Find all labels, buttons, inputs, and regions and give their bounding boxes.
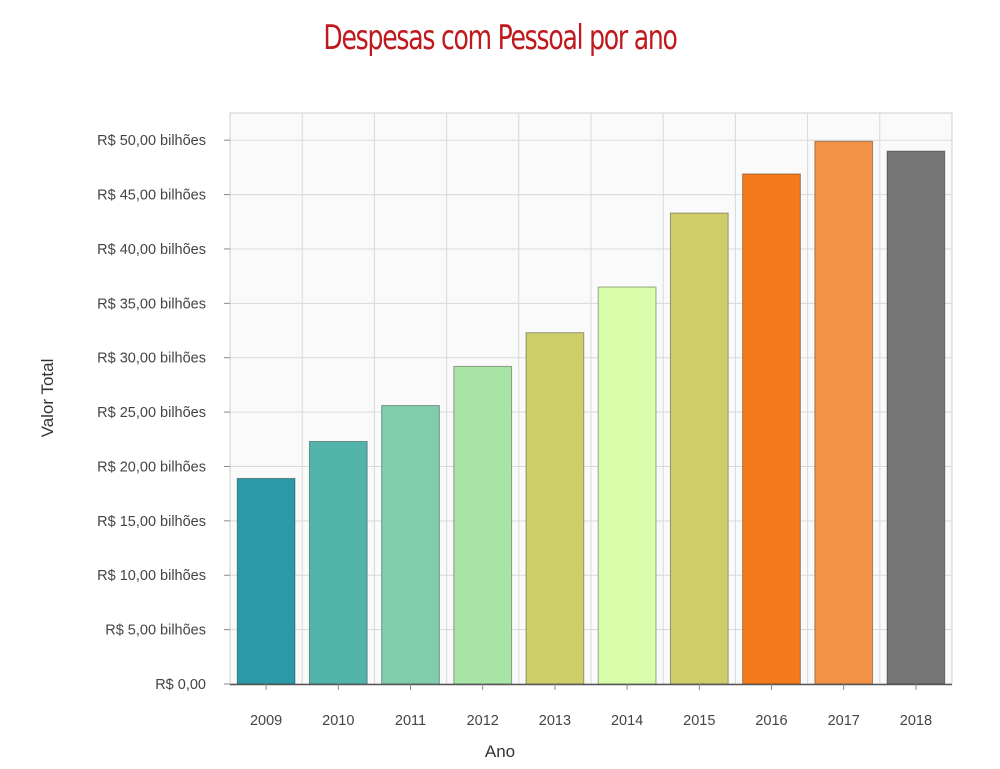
y-tick-label: R$ 35,00 bilhões — [97, 296, 206, 312]
x-tick-label-2015: 2015 — [683, 713, 715, 729]
bar-2016[interactable] — [742, 173, 801, 685]
bar-2010[interactable] — [308, 440, 368, 685]
bar-2015[interactable] — [669, 212, 729, 685]
y-axis-title: Valor Total — [38, 359, 57, 438]
x-tick-label-2011: 2011 — [395, 713, 426, 729]
y-tick-label: R$ 20,00 bilhões — [97, 459, 206, 475]
x-tick-label-2017: 2017 — [828, 713, 860, 729]
x-tick-label-2012: 2012 — [467, 713, 499, 729]
y-tick-label: R$ 5,00 bilhões — [105, 623, 206, 639]
bar-2012[interactable] — [453, 365, 513, 685]
y-tick-label: R$ 50,00 bilhões — [97, 133, 206, 149]
x-axis-title: Ano — [485, 742, 515, 761]
x-tick-label-2009: 2009 — [250, 713, 282, 729]
bar-2017[interactable] — [814, 140, 874, 685]
bars — [236, 140, 946, 685]
x-tick-label-2010: 2010 — [322, 713, 354, 729]
bar-2009[interactable] — [236, 477, 296, 685]
y-tick-label: R$ 40,00 bilhões — [97, 242, 206, 258]
bar-2018[interactable] — [886, 150, 946, 685]
y-tick-label: R$ 15,00 bilhões — [97, 514, 206, 530]
y-tick-label: R$ 25,00 bilhões — [97, 405, 206, 421]
y-axis-ticks: R$ 0,00 R$ 5,00 bilhões R$ 10,00 bilhões R$… — [97, 133, 230, 693]
bar-2014[interactable] — [597, 286, 657, 685]
x-tick-label-2013: 2013 — [539, 713, 571, 729]
x-tick-label-2014: 2014 — [611, 713, 643, 729]
y-tick-label: R$ 10,00 bilhões — [97, 568, 206, 584]
x-tick-label-2016: 2016 — [755, 713, 787, 729]
bar-2011[interactable] — [381, 405, 440, 685]
y-tick-label: R$ 0,00 — [155, 677, 206, 693]
y-tick-label: R$ 45,00 bilhões — [97, 188, 206, 204]
chart-title: Despesas com Pessoal por ano — [323, 18, 677, 58]
y-tick-label: R$ 30,00 bilhões — [97, 351, 206, 367]
bar-2013[interactable] — [525, 332, 585, 685]
x-tick-label-2018: 2018 — [900, 713, 932, 729]
x-axis-ticks: 2009 2010 2011 2012 2013 2014 2015 2016 2017 2018 — [250, 684, 932, 729]
